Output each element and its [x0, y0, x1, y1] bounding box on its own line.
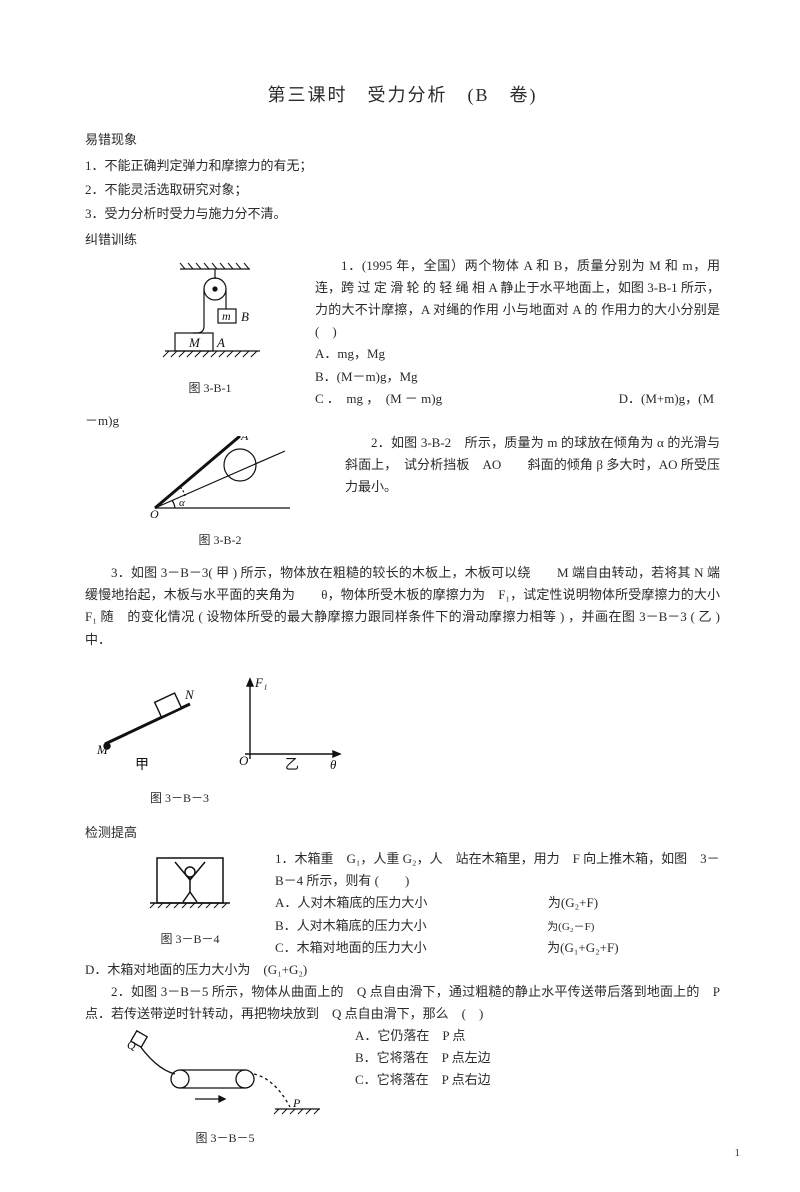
svg-text:O: O [239, 753, 249, 768]
svg-text:A: A [240, 436, 249, 443]
q3-text: 3．如图 3－B－3( 甲 ) 所示，物体放在粗糙的较长的木板上，木板可以绕 M… [85, 562, 720, 650]
svg-text:P: P [292, 1096, 301, 1110]
svg-text:θ: θ [330, 757, 337, 772]
svg-text:α: α [179, 497, 185, 509]
q4-a: A．人对木箱底的压力大小 [275, 895, 427, 910]
figure-3b2-caption: 图 3-B-2 [145, 530, 295, 550]
figure-3b5: Q P [125, 1029, 325, 1126]
svg-text:m: m [222, 309, 231, 323]
figure-3b2: O A α [145, 436, 295, 528]
svg-text:Q: Q [127, 1038, 136, 1052]
page-title: 第三课时 受力分析 (B 卷) [85, 80, 720, 111]
figure-3b1-caption: 图 3-B-1 [155, 378, 265, 398]
svg-text:B: B [241, 309, 249, 324]
q4-d: D．木箱对地面的压力大小为 (G₁+G₂) [85, 959, 720, 981]
section-errors-head: 易错现象 [85, 129, 720, 151]
figure-3b3: N M F₁ O θ 甲 乙 图 3－B－3 [95, 669, 720, 808]
svg-text:乙: 乙 [285, 757, 299, 773]
figure-3b3-caption: 图 3－B－3 [150, 788, 720, 808]
err-item-2: 2．不能灵活选取研究对象； [85, 179, 720, 201]
svg-text:O: O [150, 507, 159, 521]
svg-text:甲: 甲 [135, 758, 149, 773]
figure-3b4-caption: 图 3－B－4 [145, 929, 235, 949]
figure-3b4 [145, 850, 235, 927]
svg-text:A: A [216, 335, 225, 350]
svg-text:N: N [184, 687, 195, 702]
q4-av: 为(G₂+F) [548, 895, 598, 910]
svg-text:F₁: F₁ [254, 675, 267, 690]
q4-bv: 为(G₂－F) [547, 921, 594, 933]
figure-3b1: M A m B [155, 259, 265, 376]
q4-cv: 为(G₁+G₂+F) [547, 940, 618, 955]
q4-b: B．人对木箱底的压力大小 [275, 918, 427, 933]
svg-text:M: M [188, 335, 201, 350]
err-item-1: 1．不能正确判定弹力和摩擦力的有无； [85, 155, 720, 177]
q4-c: C．木箱对地面的压力大小 [275, 940, 427, 955]
svg-text:M: M [96, 742, 109, 757]
section-train-head: 纠错训练 [85, 229, 720, 251]
figure-3b5-caption: 图 3－B－5 [125, 1128, 325, 1148]
section-check-head: 检测提高 [85, 822, 720, 844]
q1-opt-c: C ． mg ， (M － m)g [315, 391, 442, 406]
page-number: 1 [735, 1144, 741, 1163]
err-item-3: 3．受力分析时受力与施力分不清。 [85, 203, 720, 225]
q5-text: 2．如图 3－B－5 所示，物体从曲面上的 Q 点自由滑下，通过粗糙的静止水平传… [85, 981, 720, 1025]
